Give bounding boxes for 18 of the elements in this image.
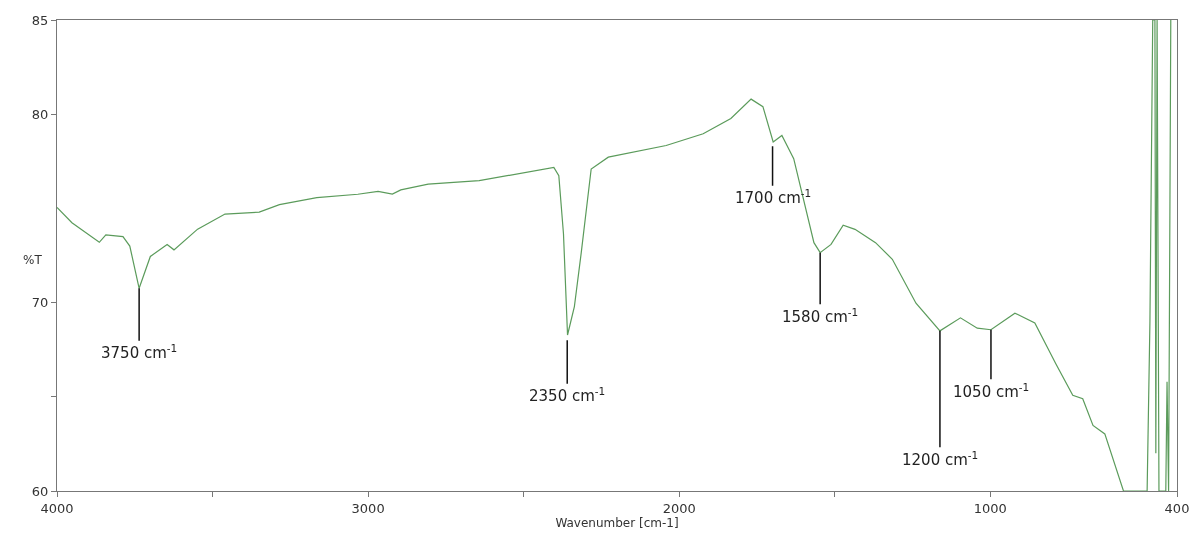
x-axis-title: Wavenumber [cm-1]	[555, 515, 679, 530]
y-axis-title: %T	[23, 253, 43, 267]
x-tick-label: 1000	[973, 500, 1007, 516]
y-tick-label: 70	[31, 295, 49, 311]
annotation: 1200 cm$^{-1}$	[902, 449, 979, 470]
y-tick-label: 85	[31, 12, 49, 28]
y-tick-label: 60	[31, 483, 49, 499]
x-tick-label: 2000	[662, 500, 696, 516]
annotation: 2350 cm$^{-1}$	[529, 385, 606, 406]
x-tick-label: 4000	[40, 500, 74, 516]
annotation: 1580 cm$^{-1}$	[782, 306, 859, 327]
x-tick-label: 3000	[351, 500, 385, 516]
line-series	[57, 20, 1172, 491]
y-tick-label: 80	[31, 106, 49, 122]
annotation: 1050 cm$^{-1}$	[953, 381, 1030, 402]
annotation: 1700 cm$^{-1}$	[735, 187, 812, 208]
annotation: 3750 cm$^{-1}$	[101, 342, 178, 363]
x-tick-label: 400	[1164, 500, 1190, 516]
